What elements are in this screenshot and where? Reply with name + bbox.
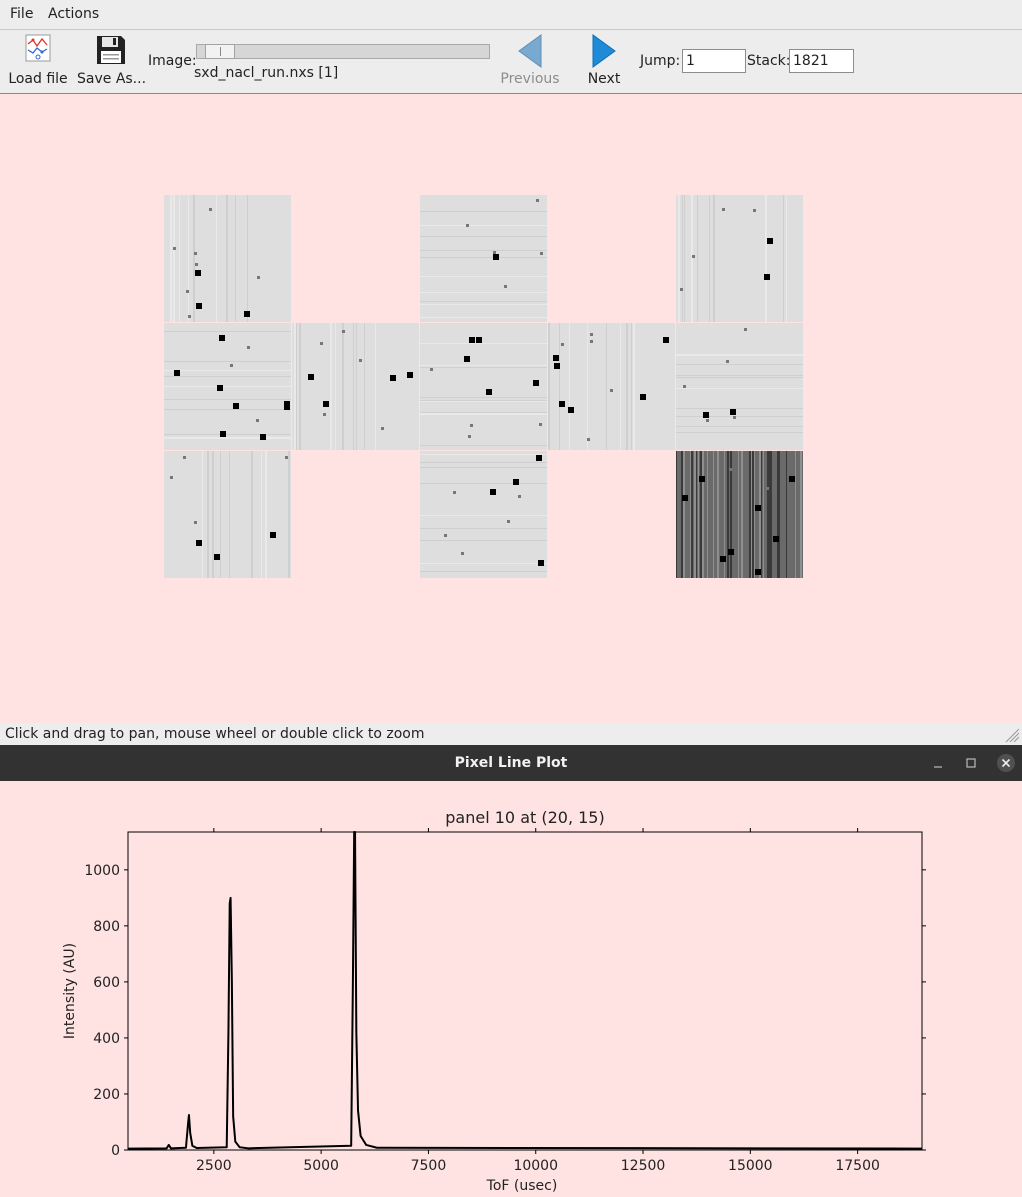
chart-title: panel 10 at (20, 15) — [445, 808, 604, 827]
detector-panel-image — [676, 323, 803, 450]
detector-panel-image — [420, 195, 547, 322]
detector-panel-image — [548, 323, 675, 450]
y-tick-label: 0 — [111, 1143, 120, 1159]
plot-window-titlebar[interactable]: Pixel Line Plot — [0, 745, 1022, 781]
detector-panel — [292, 323, 419, 450]
y-tick-label: 200 — [93, 1087, 120, 1103]
detector-panel-image — [676, 451, 803, 578]
toolbar: Load file Save As... Image: sxd_nacl_run… — [0, 30, 1022, 94]
save-as-button[interactable]: Save As... — [77, 30, 147, 92]
save-as-label: Save As... — [77, 71, 147, 87]
detector-panel-image — [420, 323, 547, 450]
detector-panel — [420, 195, 547, 322]
next-label: Next — [587, 71, 621, 87]
previous-button[interactable]: Previous — [497, 30, 563, 92]
y-tick-label: 1000 — [84, 863, 120, 879]
x-tick-label: 5000 — [303, 1158, 339, 1174]
detector-panel — [164, 323, 291, 450]
y-tick-label: 600 — [93, 975, 120, 991]
x-tick-label: 2500 — [196, 1158, 232, 1174]
x-axis-label: ToF (usec) — [486, 1178, 558, 1193]
pixel-line-plot[interactable]: 2500 5000 7500 10000 12500 15000 17500 0 200 400 6… — [0, 781, 1022, 1194]
detector-panel — [676, 451, 803, 578]
stack-label: Stack: — [747, 53, 791, 69]
arrow-right-icon — [591, 34, 617, 72]
load-file-label: Load file — [8, 71, 68, 87]
image-slider[interactable] — [196, 44, 490, 59]
detector-panel-image — [292, 323, 419, 450]
stack-input[interactable] — [789, 49, 854, 73]
menu-bar: File Actions — [0, 0, 1022, 30]
x-tick-label: 7500 — [411, 1158, 447, 1174]
detector-panel-image — [164, 323, 291, 450]
jump-input[interactable] — [682, 49, 746, 73]
y-axis-label: Intensity (AU) — [62, 943, 78, 1039]
menu-file[interactable]: File — [10, 6, 34, 22]
resize-grip-icon[interactable] — [1004, 727, 1020, 747]
status-text: Click and drag to pan, mouse wheel or do… — [5, 726, 425, 742]
next-button[interactable]: Next — [578, 30, 630, 92]
y-tick-label: 400 — [93, 1031, 120, 1047]
previous-label: Previous — [500, 71, 560, 87]
detector-panel — [164, 195, 291, 322]
detector-panel — [420, 323, 547, 450]
detector-panel — [676, 323, 803, 450]
detector-panel — [420, 451, 547, 578]
detector-panel-image — [420, 451, 547, 578]
x-tick-label: 15000 — [728, 1158, 773, 1174]
detector-panel-image — [164, 195, 291, 322]
detector-panel — [164, 451, 291, 578]
plot-window-title: Pixel Line Plot — [454, 755, 568, 771]
x-tick-label: 10000 — [513, 1158, 558, 1174]
status-bar: Click and drag to pan, mouse wheel or do… — [0, 723, 1022, 745]
detector-panel-image — [164, 451, 291, 578]
load-file-button[interactable]: Load file — [6, 30, 70, 92]
floppy-disk-icon — [95, 34, 127, 70]
plot-frame — [127, 831, 923, 1151]
image-label: Image: — [148, 53, 197, 69]
y-tick-label: 800 — [93, 919, 120, 935]
minimize-icon[interactable] — [928, 753, 948, 773]
detector-panel-image — [676, 195, 803, 322]
detector-panel — [676, 195, 803, 322]
x-tick-label: 17500 — [835, 1158, 880, 1174]
close-icon[interactable] — [996, 753, 1016, 773]
arrow-left-icon — [517, 34, 543, 72]
line-chart: 2500 5000 7500 10000 12500 15000 17500 0 200 400 6… — [62, 808, 926, 1194]
series-line — [127, 831, 923, 1150]
jump-label: Jump: — [640, 53, 681, 69]
detector-image-view[interactable] — [0, 94, 1022, 723]
load-file-icon — [25, 34, 51, 66]
menu-actions[interactable]: Actions — [48, 6, 100, 22]
x-tick-label: 12500 — [621, 1158, 666, 1174]
image-filename: sxd_nacl_run.nxs [1] — [194, 65, 339, 81]
slider-handle[interactable] — [204, 44, 235, 59]
detector-panel — [548, 323, 675, 450]
maximize-icon[interactable] — [961, 753, 981, 773]
